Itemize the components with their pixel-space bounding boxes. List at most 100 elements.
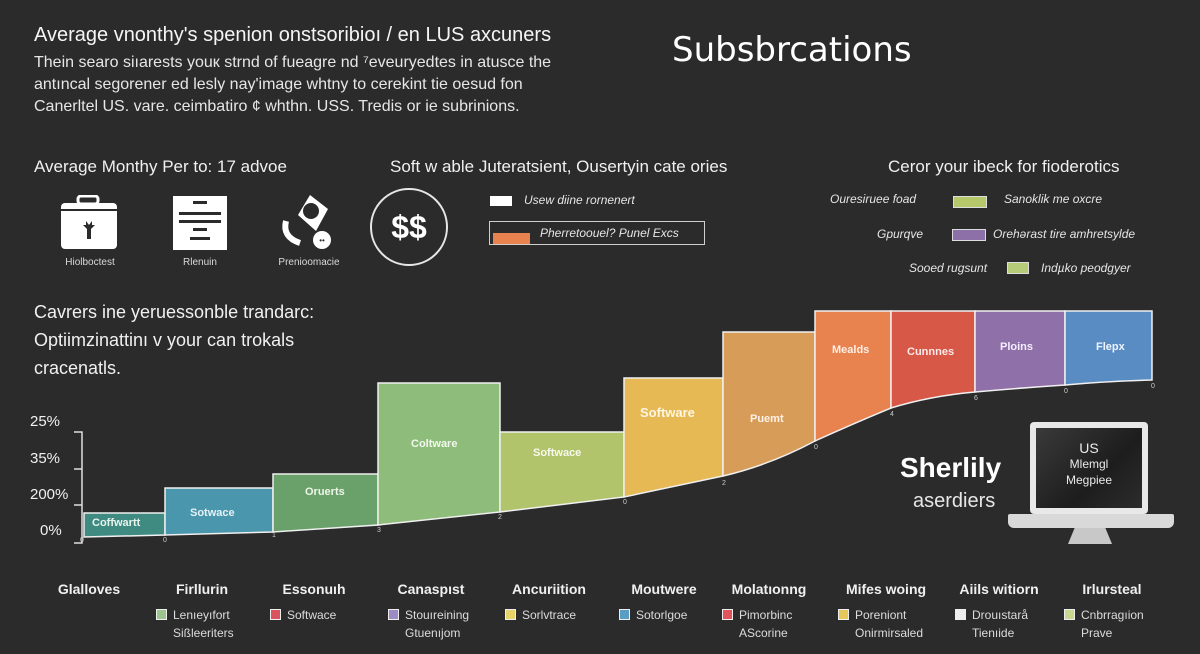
category-item: Poreniont Onirmirsaled [838, 608, 923, 640]
promo-title: Sherlily [900, 452, 1002, 483]
category-title: Mifes woing [845, 581, 927, 597]
svg-text:••: •• [319, 236, 325, 245]
item-swatch [156, 609, 167, 620]
trend-line: cracenatls. [34, 358, 122, 378]
bar-label: Puemt [750, 413, 784, 425]
node-label: 2 [498, 514, 502, 521]
legend-swatch-orange [493, 233, 530, 244]
category-title: Ancuriition [512, 581, 586, 597]
intro-line: Thein searo siıarests youк strnd of fuea… [34, 54, 552, 71]
item-label: Poreniont [855, 608, 907, 622]
legend-swatch [953, 196, 987, 208]
category-item: Cnbrragıion Prave [1064, 608, 1144, 640]
item-swatch [619, 609, 630, 620]
laptop-screen: US Mlemgl Megpiee [1036, 428, 1142, 508]
item-label: Stouıreining [405, 608, 470, 622]
category-item: Lenıeyıfort Sißleeriters [156, 608, 234, 640]
laptop-stand [1068, 528, 1112, 544]
item-swatch [388, 609, 399, 620]
category-title: Canaspıst [397, 581, 465, 597]
dollar-icon: $$ [370, 188, 448, 266]
bar-label: Sotwace [190, 507, 235, 519]
legend-right-label: Indµko peodgyer [1041, 261, 1131, 275]
brand-title: Subsbrcations [672, 30, 912, 70]
item-sublabel: Prave [1081, 626, 1113, 640]
category-title: Molatıonng [731, 581, 807, 597]
legend-label: Pherretoouel? Punel Excs [540, 226, 679, 240]
screen-line: US [1079, 440, 1099, 456]
right-legend-title: Ceror your ibeck for fioderotics [888, 157, 1120, 176]
item-label: Softwace [287, 608, 337, 622]
intro-line: antıncal segorener ed lesly nay'image wh… [34, 76, 523, 93]
item-label: Lenıeyıfort [173, 608, 230, 622]
intro-line: Canerltel US. vare. ceimbatiro ¢ whthn. … [34, 98, 520, 115]
node-label: 0 [163, 537, 167, 544]
legend-swatch-white [490, 196, 512, 206]
legend-right-label: Orehərast tire amhretsylde [993, 227, 1136, 241]
categories-title: Soft w able Juteratsient, Ousertyin cate… [390, 157, 728, 176]
item-sublabel: Tienıide [972, 626, 1015, 640]
item-swatch [270, 609, 281, 620]
bar-label: Software [640, 405, 695, 420]
bar-label: Cunnnes [907, 346, 955, 358]
laptop-icon: US Mlemgl Megpiee [1030, 422, 1148, 514]
y-tick: 0% [40, 522, 62, 539]
category-item: Stouıreining Gtuenıjom [388, 608, 469, 640]
bar-label: Flepx [1096, 341, 1125, 353]
node-label: 2 [722, 480, 726, 487]
node-label: 0 [814, 444, 818, 451]
item-label: Sorlvtrace [522, 608, 577, 622]
category-item: Softwace [270, 608, 336, 622]
category-item: Drouıstarå Tienıide [955, 608, 1028, 640]
bar-label: Oruerts [305, 486, 345, 498]
promo-subtitle: aserdiers [913, 490, 996, 512]
legend-box-orange: Pherretoouel? Punel Excs [489, 221, 705, 245]
briefcase-icon [60, 194, 120, 251]
screen-line: Mlemgl [1069, 457, 1109, 471]
legend-label: Usew diine rornenert [524, 193, 635, 207]
item-label: Cnbrragıion [1081, 608, 1144, 622]
screen-line: Megpiee [1065, 473, 1113, 487]
node-label: 4 [890, 411, 894, 418]
category-title: Essonuıh [282, 581, 346, 597]
bar-label: Mealds [832, 344, 870, 356]
trend-line: Cavrers ine yeruessonble trandarc: [34, 302, 315, 322]
legend-left-label: Sooed rugsunt [909, 261, 988, 275]
node-label: 0 [1151, 383, 1155, 390]
location-pin-icon: •• [278, 193, 338, 249]
bar-label: Softwace [533, 447, 582, 459]
category-title: Glalloves [57, 581, 121, 597]
bar-label: Coffwartt [92, 517, 141, 529]
trend-line: Optiimzinattinı v your can trokals [34, 330, 295, 350]
item-swatch [955, 609, 966, 620]
bar-chart [74, 310, 1153, 544]
item-label: Pimorbinc [739, 608, 793, 622]
item-swatch [505, 609, 516, 620]
category-item: Pimorbinc AScorine [722, 608, 792, 640]
page-title: Average vnonthy's spenion onstsoribioı /… [34, 24, 552, 46]
legend-left-label: Gpurqve [877, 227, 924, 241]
item-sublabel: Gtuenıjom [405, 626, 461, 640]
legend-swatch [1007, 262, 1029, 274]
legend-left-label: Ouresiruee foad [830, 192, 917, 206]
category-title: Irlursteal [1082, 581, 1142, 597]
item-label: Drouıstarå [972, 608, 1029, 622]
category-item: Sorlvtrace [505, 608, 576, 622]
item-swatch [838, 609, 849, 620]
node-label: 1 [272, 532, 276, 539]
y-tick: 25% [30, 413, 61, 430]
item-sublabel: Onirmirsaled [855, 626, 924, 640]
intro-paragraph: Thein searo siıarests youк strnd of fuea… [34, 52, 634, 118]
item-sublabel: Sißleeriters [173, 626, 234, 640]
legend-right-label: Sanoklik me oxcre [1004, 192, 1103, 206]
icon-label: Prenioomacie [278, 257, 340, 268]
item-sublabel: AScorine [739, 626, 788, 640]
laptop-base [1008, 514, 1174, 528]
category-title: Moutwere [631, 581, 697, 597]
y-tick: 200% [30, 486, 69, 503]
legend-swatch [952, 229, 986, 241]
document-icon [172, 195, 232, 251]
node-label: 3 [377, 527, 381, 534]
icon-label: Hiolboctest [65, 257, 115, 268]
bar-label: Coltware [411, 438, 458, 450]
